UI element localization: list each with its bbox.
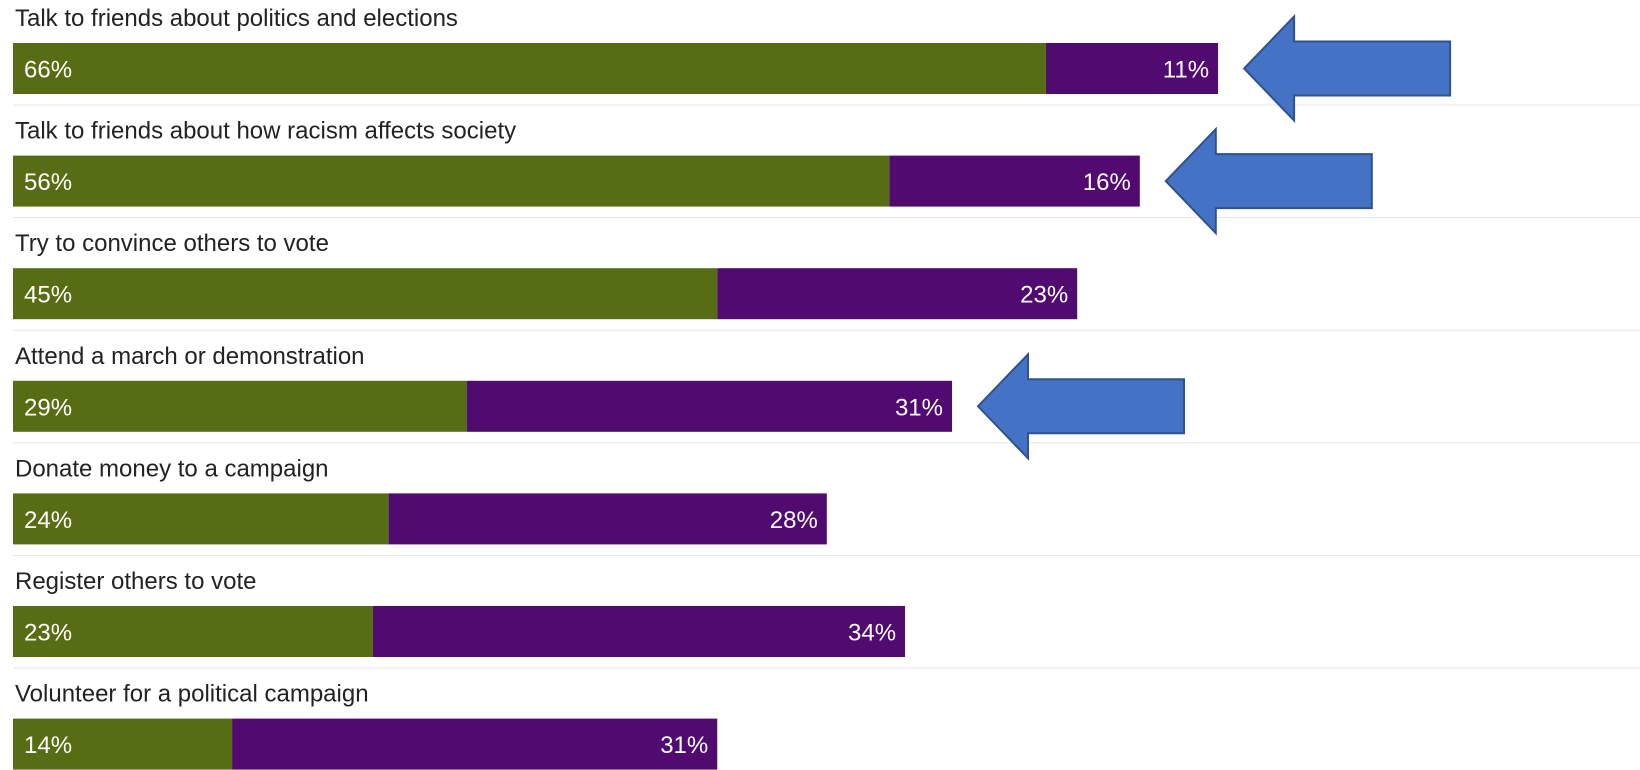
data-label-series-2: 31% <box>895 394 943 421</box>
data-label-series-1: 23% <box>24 620 72 647</box>
bar-segment-series-2 <box>1045 43 1219 94</box>
bar-segment-series-2 <box>372 606 906 657</box>
bar-segment-series-2 <box>232 718 718 770</box>
category-label: Try to convince others to vote <box>15 230 329 257</box>
data-label-series-1: 45% <box>24 282 72 309</box>
data-label-series-1: 24% <box>24 507 72 534</box>
data-label-series-2: 23% <box>1020 282 1068 309</box>
left-arrow-icon <box>1242 14 1452 123</box>
bar-segment-series-1 <box>13 718 233 770</box>
data-label-series-1: 14% <box>24 732 72 759</box>
left-arrow-icon <box>976 351 1185 461</box>
data-label-series-2: 16% <box>1083 169 1131 196</box>
left-arrow-icon <box>1164 126 1373 236</box>
category-label: Register others to vote <box>15 568 256 595</box>
bar-segment-series-2 <box>466 380 952 432</box>
category-label: Volunteer for a political campaign <box>15 681 369 708</box>
bar-segment-series-1 <box>13 380 467 432</box>
data-label-series-2: 11% <box>1163 57 1209 84</box>
data-label-series-1: 66% <box>24 57 72 84</box>
category-label: Attend a march or demonstration <box>15 343 365 370</box>
bar-segment-series-1 <box>13 268 718 320</box>
data-label-series-2: 28% <box>770 507 818 534</box>
data-label-series-1: 29% <box>24 394 72 421</box>
data-label-series-2: 31% <box>660 732 708 759</box>
bar-segment-series-1 <box>13 606 373 657</box>
category-label: Talk to friends about politics and elect… <box>15 5 458 32</box>
data-label-series-1: 56% <box>24 169 72 196</box>
bar-segment-series-2 <box>388 493 827 545</box>
data-label-series-2: 34% <box>848 620 896 647</box>
bar-segment-series-1 <box>13 43 1046 94</box>
bar-segment-series-1 <box>13 155 890 207</box>
category-label: Talk to friends about how racism affects… <box>15 118 516 145</box>
category-label: Donate money to a campaign <box>15 455 329 482</box>
bar-segment-series-2 <box>717 268 1078 320</box>
bar-segment-series-1 <box>13 493 389 545</box>
bar-segment-series-2 <box>889 155 1140 207</box>
